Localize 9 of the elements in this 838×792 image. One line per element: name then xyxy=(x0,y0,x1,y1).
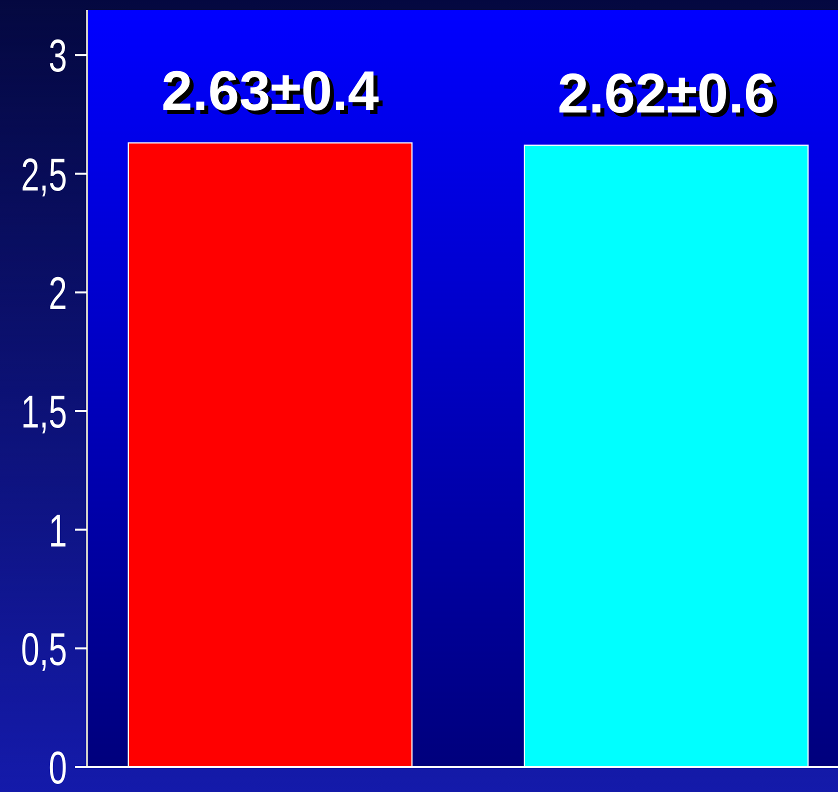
y-tick-label: 1,5 xyxy=(20,387,67,438)
data-label: 2.63±0.4 xyxy=(161,58,379,122)
y-tick-label: 3 xyxy=(48,31,67,82)
y-tick-label: 1 xyxy=(48,506,67,557)
y-tick-label: 0 xyxy=(48,743,67,792)
y-tick-label: 2 xyxy=(48,268,67,320)
data-label: 2.62±0.6 xyxy=(557,61,776,124)
y-tick-label: 0,5 xyxy=(20,624,67,676)
y-tick-label: 2,5 xyxy=(20,150,67,201)
